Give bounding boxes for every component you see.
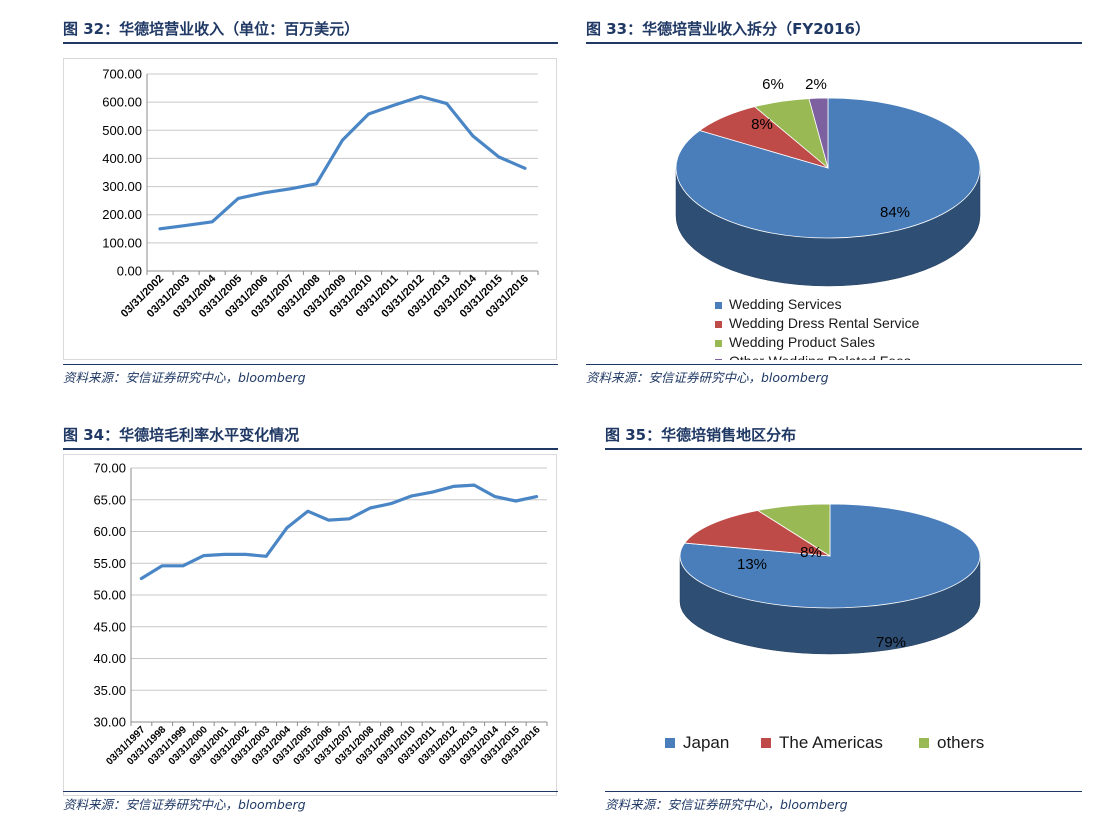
fig34-ytick-label: 65.00 [93,492,126,507]
fig32-ytick-label: 400.00 [102,151,142,166]
fig33-data-label: 8% [751,116,773,133]
fig34-series-line [139,483,539,581]
fig32-source-rule [63,364,558,365]
fig32-chart-frame: 0.00 100.00 200.00 300.00 400.00 500.00 600.00… [63,58,557,360]
fig34-ytick-label: 30.00 [93,715,126,730]
fig33-source: 资料来源：安信证券研究中心，bloomberg [586,370,829,385]
fig33-panel: 图 33：华德培营业收入拆分（FY2016） 84% 8% 6% 2% Wedding … [586,18,1082,388]
fig35-pie-chart: 79% 13% 8% Japan The Americas others [665,503,984,752]
fig35-legend-label: Japan [683,733,729,752]
fig34-ytick-label: 35.00 [93,683,126,698]
fig34-ytick-label: 60.00 [93,524,126,539]
fig34-source: 资料来源：安信证券研究中心，bloomberg [63,797,306,812]
fig33-pie-chart: 84% 8% 6% 2% Wedding Services Wedding Dress R… [675,76,981,360]
fig34-ytick-label: 40.00 [93,651,126,666]
fig34-title: 图 34：华德培毛利率水平变化情况 [63,426,300,444]
fig34-title-rule [63,448,558,450]
fig35-title: 图 35：华德培销售地区分布 [605,426,797,444]
fig32-ytick-label: 300.00 [102,179,142,194]
fig35-legend-label: The Americas [779,733,883,752]
fig32-title: 图 32：华德培营业收入（单位：百万美元） [63,20,360,38]
fig34-ytick-label: 55.00 [93,556,126,571]
fig35-legend-label: others [937,733,984,752]
fig33-legend-marker [715,302,722,309]
fig33-legend-label: Wedding Product Sales [729,334,875,350]
fig35-panel: 图 35：华德培销售地区分布 79% 13% 8% Japan The Americas… [605,424,1082,824]
fig35-title-rule [605,448,1082,450]
fig35-source: 资料来源：安信证券研究中心，bloomberg [605,797,848,812]
fig32-source: 资料来源：安信证券研究中心，bloomberg [63,370,306,385]
fig34-source-rule [63,791,558,792]
fig32-ytick-label: 500.00 [102,123,142,138]
fig35-slice [756,503,831,557]
fig33-title: 图 33：华德培营业收入拆分（FY2016） [586,20,870,38]
fig32-panel: 图 32：华德培营业收入（单位：百万美元） 0.00 100.00 200.00 30… [63,18,558,388]
fig34-panel: 图 34：华德培毛利率水平变化情况 30.00 35.00 40.00 45.00 50… [63,424,558,824]
fig35-legend-marker [919,738,929,748]
fig33-legend-marker [715,340,722,347]
fig35-legend-marker [761,738,771,748]
fig35-slice [683,510,831,557]
fig32-ytick-label: 0.00 [117,264,142,279]
fig34-line-chart: 30.00 35.00 40.00 45.00 50.00 55.00 60.00 65.00… [93,461,548,768]
fig33-title-rule [586,42,1082,44]
fig33-data-label: 6% [762,76,784,93]
fig33-source-rule [586,364,1082,365]
fig33-legend-marker [715,359,722,360]
fig34-ytick-label: 50.00 [93,588,126,603]
fig35-source-rule [605,791,1082,792]
fig33-slice [808,97,829,169]
fig35-data-label: 13% [737,556,767,573]
fig33-legend-marker [715,321,722,328]
fig32-series-line [158,94,527,231]
fig32-ytick-label: 600.00 [102,95,142,110]
fig34-ytick-label: 45.00 [93,619,126,634]
fig34-ytick-label: 70.00 [93,461,126,476]
fig33-legend-label: Other-Wedding Related Fees [729,353,911,360]
fig35-data-label: 79% [876,634,906,651]
fig35-legend-marker [665,738,675,748]
fig32-line-chart: 0.00 100.00 200.00 300.00 400.00 500.00 600.00… [102,67,539,320]
fig33-data-label: 84% [880,204,910,221]
fig33-legend-label: Wedding Services [729,296,842,312]
fig34-chart-frame: 30.00 35.00 40.00 45.00 50.00 55.00 60.00 65.00… [63,454,557,796]
fig32-ytick-label: 700.00 [102,67,142,82]
fig32-title-rule [63,42,558,44]
fig32-ytick-label: 100.00 [102,235,142,250]
fig35-data-label: 8% [800,544,822,561]
fig33-data-label: 2% [805,76,827,93]
fig32-ytick-label: 200.00 [102,207,142,222]
fig33-legend-label: Wedding Dress Rental Service [729,315,920,331]
